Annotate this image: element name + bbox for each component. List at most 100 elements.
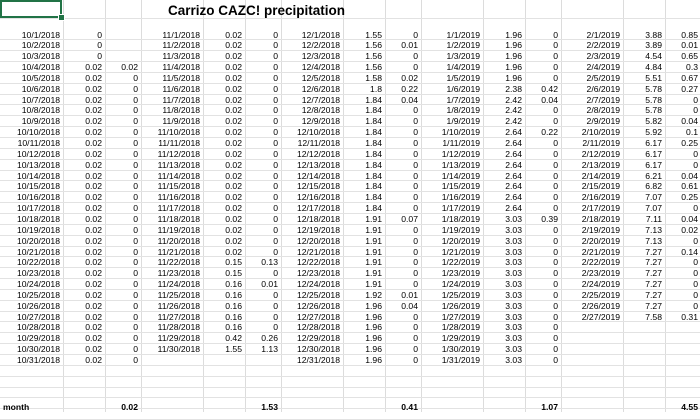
daily-cell[interactable]: 0	[553, 300, 558, 311]
cumulative-cell[interactable]: 5.82	[645, 116, 662, 127]
daily-cell[interactable]: 0	[273, 224, 278, 235]
cumulative-cell[interactable]: 1.96	[365, 322, 382, 333]
date-cell[interactable]: 10/16/2018	[16, 192, 60, 203]
cumulative-cell[interactable]: 1.56	[365, 51, 382, 62]
cumulative-cell[interactable]: 2.64	[505, 127, 522, 138]
date-cell[interactable]: 11/25/2018	[157, 289, 200, 300]
daily-cell[interactable]: 0	[553, 203, 558, 214]
cumulative-cell[interactable]: 2.42	[505, 94, 522, 105]
date-cell[interactable]: 11/9/2018	[162, 116, 200, 127]
date-cell[interactable]: 10/19/2018	[16, 224, 60, 235]
date-cell[interactable]: 2/14/2019	[581, 170, 620, 181]
cumulative-cell[interactable]: 1.91	[365, 213, 382, 224]
date-cell[interactable]: 1/27/2019	[441, 311, 480, 322]
date-cell[interactable]: 12/15/2018	[296, 181, 340, 192]
daily-cell[interactable]: 0	[413, 29, 418, 40]
date-cell[interactable]: 12/14/2018	[296, 170, 340, 181]
daily-cell[interactable]: 0	[413, 235, 418, 246]
date-cell[interactable]: 2/7/2019	[586, 94, 620, 105]
daily-cell[interactable]: 0.67	[681, 72, 698, 83]
date-cell[interactable]: 10/12/2018	[16, 148, 60, 159]
cumulative-cell[interactable]: 3.03	[505, 213, 522, 224]
daily-cell[interactable]: 0	[413, 148, 418, 159]
daily-cell[interactable]: 0	[133, 355, 138, 365]
date-cell[interactable]: 12/21/2018	[296, 246, 340, 257]
date-cell[interactable]: 10/31/2018	[16, 355, 60, 365]
cumulative-cell[interactable]: 0.15	[225, 268, 242, 279]
date-cell[interactable]: 1/29/2019	[441, 333, 480, 344]
date-cell[interactable]: 11/28/2018	[157, 322, 200, 333]
daily-cell[interactable]: 0	[133, 203, 138, 214]
date-cell[interactable]: 11/4/2018	[162, 62, 200, 73]
daily-cell[interactable]: 0	[273, 235, 278, 246]
cumulative-cell[interactable]: 0.02	[85, 181, 102, 192]
date-cell[interactable]: 2/18/2019	[581, 213, 620, 224]
date-cell[interactable]: 1/2/2019	[446, 40, 480, 51]
date-cell[interactable]: 10/3/2018	[21, 51, 60, 62]
date-cell[interactable]: 12/3/2018	[301, 51, 340, 62]
daily-cell[interactable]: 0	[693, 148, 698, 159]
cumulative-cell[interactable]: 1.84	[365, 192, 382, 203]
monthly-total-cell[interactable]: 0.41	[401, 401, 418, 412]
cumulative-cell[interactable]: 1.84	[365, 127, 382, 138]
daily-cell[interactable]: 0.01	[681, 40, 698, 51]
cumulative-cell[interactable]: 0.02	[225, 94, 242, 105]
date-cell[interactable]: 2/16/2019	[581, 192, 620, 203]
date-cell[interactable]: 10/22/2018	[16, 257, 60, 268]
date-cell[interactable]: 1/23/2019	[441, 268, 480, 279]
date-cell[interactable]: 1/19/2019	[441, 224, 480, 235]
daily-cell[interactable]: 0	[133, 72, 138, 83]
date-cell[interactable]: 12/28/2018	[296, 322, 340, 333]
cumulative-cell[interactable]: 0	[97, 51, 102, 62]
date-cell[interactable]: 11/8/2018	[162, 105, 200, 116]
daily-cell[interactable]: 0	[553, 322, 558, 333]
daily-cell[interactable]: 0.39	[541, 213, 558, 224]
date-cell[interactable]: 12/17/2018	[296, 203, 340, 214]
daily-cell[interactable]: 0	[273, 159, 278, 170]
daily-cell[interactable]: 0	[273, 83, 278, 94]
daily-cell[interactable]: 0	[553, 51, 558, 62]
daily-cell[interactable]: 0	[553, 72, 558, 83]
date-cell[interactable]: 10/8/2018	[21, 105, 60, 116]
date-cell[interactable]: 10/1/2018	[21, 29, 60, 40]
date-cell[interactable]: 12/20/2018	[296, 235, 340, 246]
cumulative-cell[interactable]: 3.03	[505, 344, 522, 355]
cumulative-cell[interactable]: 0.02	[225, 192, 242, 203]
date-cell[interactable]: 1/21/2019	[441, 246, 480, 257]
date-cell[interactable]: 12/12/2018	[296, 148, 340, 159]
daily-cell[interactable]: 0	[693, 203, 698, 214]
daily-cell[interactable]: 0	[413, 116, 418, 127]
cumulative-cell[interactable]: 0.02	[85, 333, 102, 344]
cumulative-cell[interactable]: 0.42	[225, 333, 242, 344]
cumulative-cell[interactable]: 1.58	[365, 72, 382, 83]
date-cell[interactable]: 10/17/2018	[16, 203, 60, 214]
daily-cell[interactable]: 0	[133, 322, 138, 333]
date-cell[interactable]: 11/12/2018	[157, 148, 200, 159]
daily-cell[interactable]: 0.01	[401, 289, 418, 300]
cumulative-cell[interactable]: 0.02	[225, 29, 242, 40]
daily-cell[interactable]: 0	[133, 257, 138, 268]
daily-cell[interactable]: 0	[553, 181, 558, 192]
cumulative-cell[interactable]: 1.91	[365, 224, 382, 235]
cumulative-cell[interactable]: 0.02	[85, 235, 102, 246]
daily-cell[interactable]: 0	[413, 159, 418, 170]
daily-cell[interactable]: 0	[413, 279, 418, 290]
date-cell[interactable]: 2/24/2019	[581, 279, 620, 290]
cumulative-cell[interactable]: 2.64	[505, 170, 522, 181]
daily-cell[interactable]: 0	[133, 94, 138, 105]
date-cell[interactable]: 11/16/2018	[157, 192, 200, 203]
date-cell[interactable]: 1/6/2019	[446, 83, 480, 94]
daily-cell[interactable]: 0.04	[681, 213, 698, 224]
cumulative-cell[interactable]: 7.58	[645, 311, 662, 322]
date-cell[interactable]: 2/15/2019	[581, 181, 620, 192]
cumulative-cell[interactable]: 0.02	[85, 289, 102, 300]
date-cell[interactable]: 11/30/2018	[157, 344, 200, 355]
daily-cell[interactable]: 0	[693, 300, 698, 311]
daily-cell[interactable]: 0.04	[681, 170, 698, 181]
cumulative-cell[interactable]: 3.03	[505, 279, 522, 290]
daily-cell[interactable]: 0	[133, 333, 138, 344]
date-cell[interactable]: 11/11/2018	[158, 138, 200, 148]
date-cell[interactable]: 12/10/2018	[296, 127, 340, 138]
daily-cell[interactable]: 0.25	[681, 192, 698, 203]
date-cell[interactable]: 1/13/2019	[441, 159, 480, 170]
